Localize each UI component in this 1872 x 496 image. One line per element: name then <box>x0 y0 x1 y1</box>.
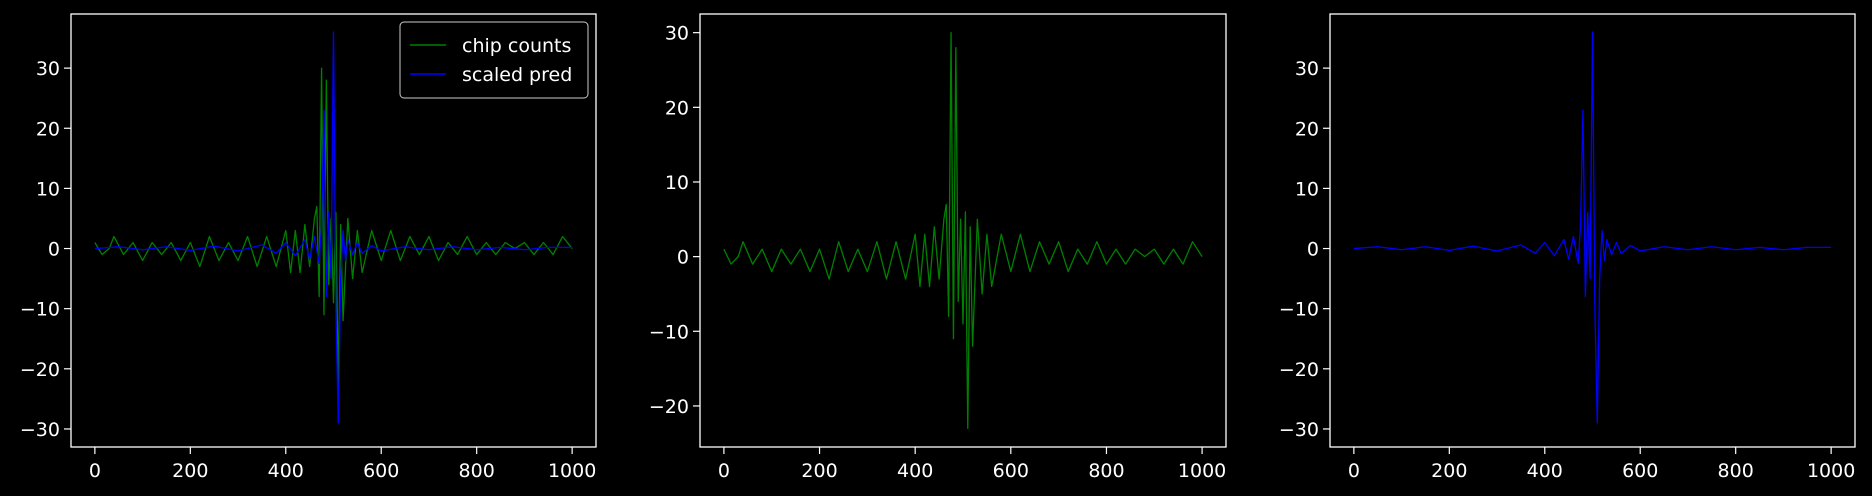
x-tick-label: 600 <box>1622 460 1658 482</box>
x-tick-label: 200 <box>1431 460 1467 482</box>
y-tick-label: −10 <box>20 299 60 321</box>
chart-panel-2: 0 200 400 600 800 1000 −20 −10 0 10 20 30 <box>649 13 1227 482</box>
x-tick-label: 0 <box>89 460 101 482</box>
y-tick-label: 20 <box>36 118 60 140</box>
y-tick-label: −20 <box>20 359 60 381</box>
axes-frame <box>1329 13 1856 448</box>
y-tick-label: −20 <box>649 396 689 418</box>
y-tick-label: 10 <box>1295 178 1319 200</box>
series-line-chip-counts <box>94 67 573 388</box>
legend-label: chip counts <box>462 35 571 57</box>
y-tick-label: 0 <box>1307 239 1319 261</box>
y-tick-label: 20 <box>665 97 689 119</box>
y-tick-label: 10 <box>36 178 60 200</box>
series-line-3-1 <box>1353 31 1832 424</box>
y-tick-label: −30 <box>20 419 60 441</box>
x-tick-label: 800 <box>1088 460 1124 482</box>
x-tick-label: 400 <box>268 460 304 482</box>
x-tick-label: 600 <box>363 460 399 482</box>
chart-panel-3: 0 200 400 600 800 1000 −30 −20 −10 0 10 20 30 <box>1279 13 1856 482</box>
x-tick-label: 0 <box>1348 460 1360 482</box>
axes-frame <box>699 13 1227 448</box>
x-tick-label: 1000 <box>1178 460 1226 482</box>
x-tick-label: 200 <box>801 460 837 482</box>
y-tick-label: 30 <box>1295 58 1319 80</box>
series-line-2-1 <box>723 32 1203 429</box>
y-tick-label: −10 <box>649 321 689 343</box>
axes-frame <box>70 13 597 448</box>
y-tick-label: 30 <box>665 23 689 45</box>
legend-label: scaled pred <box>462 64 572 86</box>
x-tick-label: 600 <box>993 460 1029 482</box>
y-tick-label: −10 <box>1279 299 1319 321</box>
x-tick-label: 800 <box>1718 460 1754 482</box>
x-tick-label: 1000 <box>548 460 596 482</box>
y-tick-label: 20 <box>1295 118 1319 140</box>
x-tick-label: 400 <box>897 460 933 482</box>
y-tick-label: 0 <box>48 239 60 261</box>
y-tick-label: 30 <box>36 58 60 80</box>
legend: chip counts scaled pred <box>399 21 589 99</box>
x-tick-label: 400 <box>1527 460 1563 482</box>
chart-panel-1: 0 200 400 600 800 1000 −30 −20 −10 0 10 20 30 chip co… <box>20 13 597 482</box>
y-tick-label: 0 <box>677 247 689 269</box>
y-tick-label: −20 <box>1279 359 1319 381</box>
y-tick-label: −30 <box>1279 419 1319 441</box>
x-tick-label: 0 <box>718 460 730 482</box>
x-tick-label: 1000 <box>1807 460 1855 482</box>
x-tick-label: 200 <box>172 460 208 482</box>
legend-box <box>399 21 589 99</box>
series-line-scaled-pred <box>94 31 573 424</box>
y-tick-label: 10 <box>665 172 689 194</box>
x-tick-label: 800 <box>459 460 495 482</box>
